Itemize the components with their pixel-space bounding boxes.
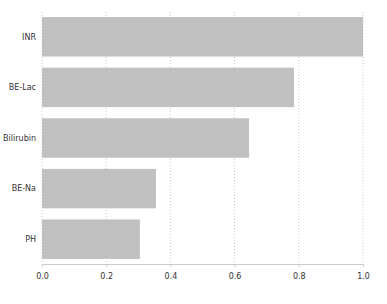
category-label: INR	[22, 33, 36, 42]
y-axis: INR BE-Lac Bilirubin BE-Na PH	[3, 33, 36, 244]
x-tick-mark	[170, 264, 171, 267]
bar	[42, 17, 363, 56]
x-axis: 0.0 0.2 0.4 0.6 0.8 1.0	[36, 264, 370, 281]
x-tick-mark	[299, 264, 300, 267]
bar	[42, 219, 140, 258]
chart: 0.0 0.2 0.4 0.6 0.8 1.0 INR BE-Lac Bilirubin BE-N…	[0, 0, 387, 304]
x-tick-label: 0.8	[293, 272, 306, 281]
bar	[42, 118, 249, 157]
category-label: BE-Lac	[9, 83, 36, 92]
x-tick: 0.2	[100, 264, 113, 281]
plot: 0.0 0.2 0.4 0.6 0.8 1.0 INR BE-Lac Bilirubin BE-N…	[3, 12, 370, 281]
x-tick-mark	[235, 264, 236, 267]
x-tick-label: 0.2	[100, 272, 113, 281]
bars	[42, 17, 363, 259]
category-label: Bilirubin	[3, 134, 36, 143]
x-tick-label: 1.0	[357, 272, 370, 281]
category-label: BE-Na	[12, 184, 36, 193]
x-tick-mark	[363, 264, 364, 267]
x-tick-label: 0.6	[229, 272, 242, 281]
x-axis-line	[43, 265, 364, 268]
x-tick: 1.0	[357, 264, 370, 281]
x-tick: 0.0	[36, 264, 49, 281]
grid	[42, 12, 363, 264]
x-tick: 0.4	[165, 264, 178, 281]
x-tick-mark	[42, 264, 43, 267]
bar	[42, 68, 294, 107]
category-label: PH	[25, 235, 36, 244]
x-tick: 0.8	[293, 264, 306, 281]
bar	[42, 169, 156, 208]
x-tick-label: 0.0	[36, 272, 49, 281]
x-tick-label: 0.4	[165, 272, 178, 281]
x-tick: 0.6	[229, 264, 242, 281]
x-tick-mark	[106, 264, 107, 267]
